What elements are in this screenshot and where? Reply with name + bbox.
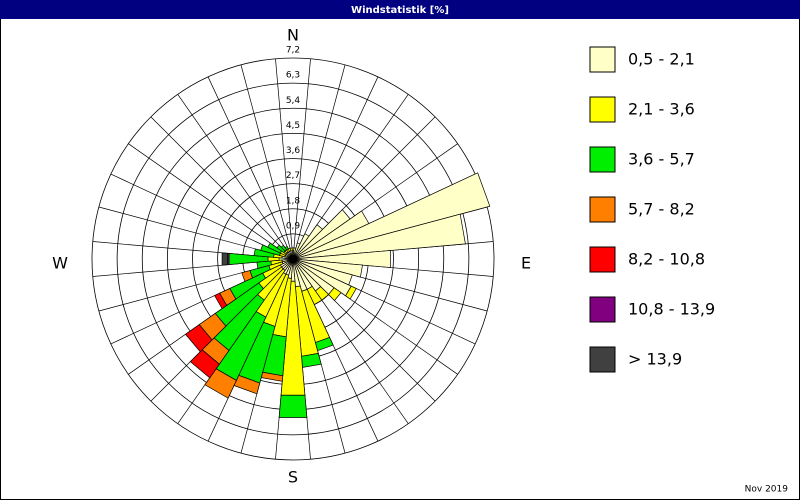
grid-ring [116, 82, 470, 436]
footer: Nov 2019 [745, 485, 789, 495]
direction-label: N [287, 26, 299, 45]
r-tick-label: 2,7 [286, 171, 300, 181]
legend-label: 0,5 - 2,1 [628, 50, 695, 69]
chart-title: Windstatistik [%] [351, 5, 449, 16]
r-tick-label: 7,2 [286, 46, 300, 56]
legend-swatch [589, 96, 616, 123]
direction-label: E [521, 254, 531, 273]
r-tick-label: 5,4 [286, 96, 301, 106]
sector-segment [241, 272, 245, 282]
legend-swatch [589, 246, 616, 273]
direction-label: W [52, 254, 68, 273]
direction-label: S [288, 468, 298, 487]
r-tick-label: 6,3 [286, 71, 300, 81]
legend-label: 8,2 - 10,8 [628, 250, 705, 269]
sector-segment [221, 252, 228, 266]
sector-segment [289, 247, 293, 252]
legend-label: 10,8 - 13,9 [628, 300, 715, 319]
r-tick-label: 4,5 [286, 121, 300, 131]
r-tick-label: 0,9 [286, 221, 301, 231]
legend: 0,5 - 2,1 2,1 - 3,6 3,6 - 5,7 5,7 - 8,2 8,2 … [589, 46, 715, 373]
r-tick-label: 1,8 [286, 196, 301, 206]
legend-label: 2,1 - 3,6 [628, 100, 695, 119]
legend-label: 3,6 - 5,7 [628, 150, 695, 169]
legend-swatch [589, 46, 616, 73]
legend-swatch [589, 296, 616, 323]
legend-label: 5,7 - 8,2 [628, 200, 695, 219]
sector-segment [278, 394, 308, 418]
legend-label: > 13,9 [628, 350, 682, 369]
sectors [185, 172, 491, 418]
legend-swatch [589, 146, 616, 173]
grid-ring [91, 57, 495, 461]
title-bar [0, 0, 800, 19]
r-tick-label: 3,6 [286, 146, 301, 156]
legend-swatch [589, 196, 616, 223]
legend-swatch [589, 346, 616, 373]
labels: 0,9 1,8 2,7 3,6 4,5 5,4 6,3 7,2N E S W [52, 26, 531, 487]
